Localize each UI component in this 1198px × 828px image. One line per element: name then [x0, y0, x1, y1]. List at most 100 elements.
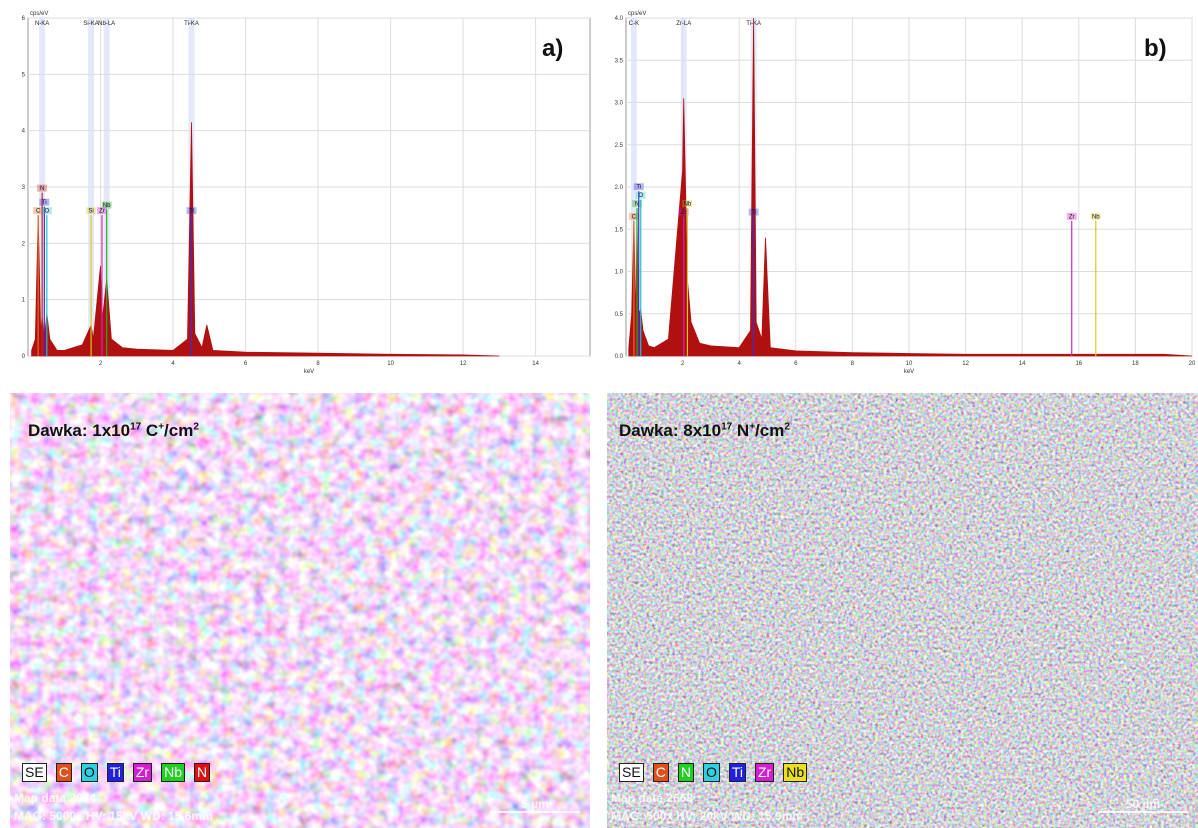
- dose-part-wrap: 17: [130, 421, 141, 432]
- x-tick-label: 10: [906, 361, 913, 367]
- map-info: MAG: 5000x HV: 15kV WD: 15.6mm: [14, 809, 213, 823]
- dose-part-wrap: 2: [193, 421, 199, 432]
- dose-label: Dawka: 8x1017 N+/cm2: [619, 421, 790, 441]
- legend-entry: Ti: [728, 763, 746, 782]
- spectrum-area: [628, 17, 1193, 357]
- peak-label-box: [682, 200, 693, 208]
- legend-entry: N: [677, 763, 694, 782]
- spectrum-area: [31, 122, 500, 357]
- legend-entry: C: [55, 763, 72, 782]
- legend: SE C O Ti Zr Nb N: [22, 763, 211, 782]
- dose-part-wrap: 17: [721, 421, 732, 432]
- dose-part: /cm: [164, 421, 194, 440]
- line-band: [630, 18, 637, 356]
- y-tick-label: 6: [22, 16, 26, 22]
- x-tick-label: 18: [1132, 361, 1139, 367]
- legend-entry: O: [80, 763, 98, 782]
- legend-entry: Zr: [754, 763, 775, 782]
- peak-label: Zr: [1069, 214, 1075, 220]
- legend-entry: Nb: [783, 763, 808, 782]
- dose-part-wrap: +: [158, 421, 164, 432]
- y-tick-label: 2.5: [615, 143, 624, 149]
- peak-label-box: [633, 183, 644, 191]
- map-data-label: Map data 2634: [14, 791, 97, 805]
- dose-part: 17: [721, 421, 733, 433]
- y-axis-label: cps/eV: [30, 11, 48, 17]
- line-band: [103, 18, 110, 356]
- x-tick-label: 12: [962, 361, 969, 367]
- dose-part: Dawka: 8x10: [619, 421, 722, 440]
- x-tick-label: 2: [99, 361, 103, 367]
- dose-part: C: [141, 421, 159, 440]
- legend: SE C N O Ti Zr Nb: [619, 763, 808, 782]
- peak-label: C: [36, 209, 41, 215]
- y-tick-label: 4.0: [615, 16, 624, 22]
- dose-part: 2: [193, 421, 199, 433]
- dose-part: Dawka: 1x10: [28, 421, 131, 440]
- legend-entry: Zr: [132, 763, 153, 782]
- dose-part: N: [732, 421, 750, 440]
- peak-label-box: [628, 212, 639, 220]
- peak-label: Nb: [684, 202, 692, 208]
- y-axis-label: cps/eV: [628, 11, 646, 17]
- x-tick-label: 4: [738, 361, 742, 367]
- x-tick-label: 4: [171, 361, 175, 367]
- y-tick-label: 0: [22, 354, 26, 360]
- dose-part-wrap: +: [749, 421, 755, 432]
- x-tick-label: 14: [1019, 361, 1026, 367]
- peak-label: N: [635, 202, 639, 208]
- x-tick-label: 8: [316, 361, 320, 367]
- peak-label: Zr: [681, 210, 687, 216]
- y-tick-label: 0.5: [615, 312, 624, 318]
- dose-part: 17: [130, 421, 142, 433]
- line-band: [88, 18, 95, 356]
- peak-label-box: [678, 208, 689, 216]
- x-tick-label: 2: [681, 361, 685, 367]
- peak-label-box: [632, 200, 643, 208]
- line-label: Ti-KA: [184, 21, 199, 27]
- peak-label: Nb: [103, 203, 111, 209]
- x-tick-label: 14: [532, 361, 539, 367]
- legend-entry: N: [193, 763, 211, 782]
- map-panel: Dawka: 8x1017 N+/cm2 SE C N O Ti Zr Nb Map data …: [607, 393, 1198, 828]
- x-axis-label: keV: [904, 369, 914, 375]
- map-data-label: Map data 2668: [611, 791, 694, 805]
- peak-label-box: [37, 184, 48, 192]
- x-tick-label: 8: [851, 361, 855, 367]
- peak-label: Ti: [42, 200, 47, 206]
- map-image: [607, 393, 1198, 828]
- legend-entry: SE: [22, 763, 47, 782]
- y-tick-label: 1.0: [615, 270, 624, 276]
- peak-label: Nb: [1092, 214, 1100, 220]
- peak-label: C: [632, 214, 637, 220]
- map-panel: Dawka: 1x1017 C+/cm2 SE C O Ti Zr Nb N Map data …: [10, 393, 590, 828]
- peak-label: O: [45, 209, 50, 215]
- peak-label-box: [101, 201, 112, 209]
- map-noise: [10, 393, 590, 828]
- x-tick-label: 20: [1189, 361, 1196, 367]
- spectrum-panel: 0 1 2 3 4 5 6 2 4 6 8 10 12 14 cps/eV keV N-KA Si-KA Nb-LA…: [6, 6, 594, 378]
- dose-part: /cm: [755, 421, 785, 440]
- peak-label-box: [33, 207, 44, 215]
- y-tick-label: 1.5: [615, 227, 624, 233]
- y-tick-label: 3: [22, 185, 26, 191]
- peak-label-box: [41, 207, 52, 215]
- line-label: Nb-LA: [98, 21, 115, 27]
- peak-label: Si: [88, 209, 93, 215]
- y-tick-label: 2: [22, 241, 26, 247]
- peak-label: Zr: [99, 209, 105, 215]
- peak-label-box: [186, 207, 197, 215]
- dose-part: +: [749, 421, 756, 433]
- peak-label-box: [86, 207, 97, 215]
- line-label: Zr-LA: [676, 21, 691, 27]
- line-label: Si-KA: [83, 21, 98, 27]
- peak-label-box: [1090, 212, 1101, 220]
- y-tick-label: 3.5: [615, 58, 624, 64]
- peak-label: Ti: [189, 209, 194, 215]
- x-tick-label: 12: [460, 361, 467, 367]
- legend-entry: C: [652, 763, 669, 782]
- peak-label-box: [96, 207, 107, 215]
- peak-label: Ti: [751, 210, 756, 216]
- map-info: MAG: 500x HV: 20kV WD: 15.9mm: [611, 809, 804, 823]
